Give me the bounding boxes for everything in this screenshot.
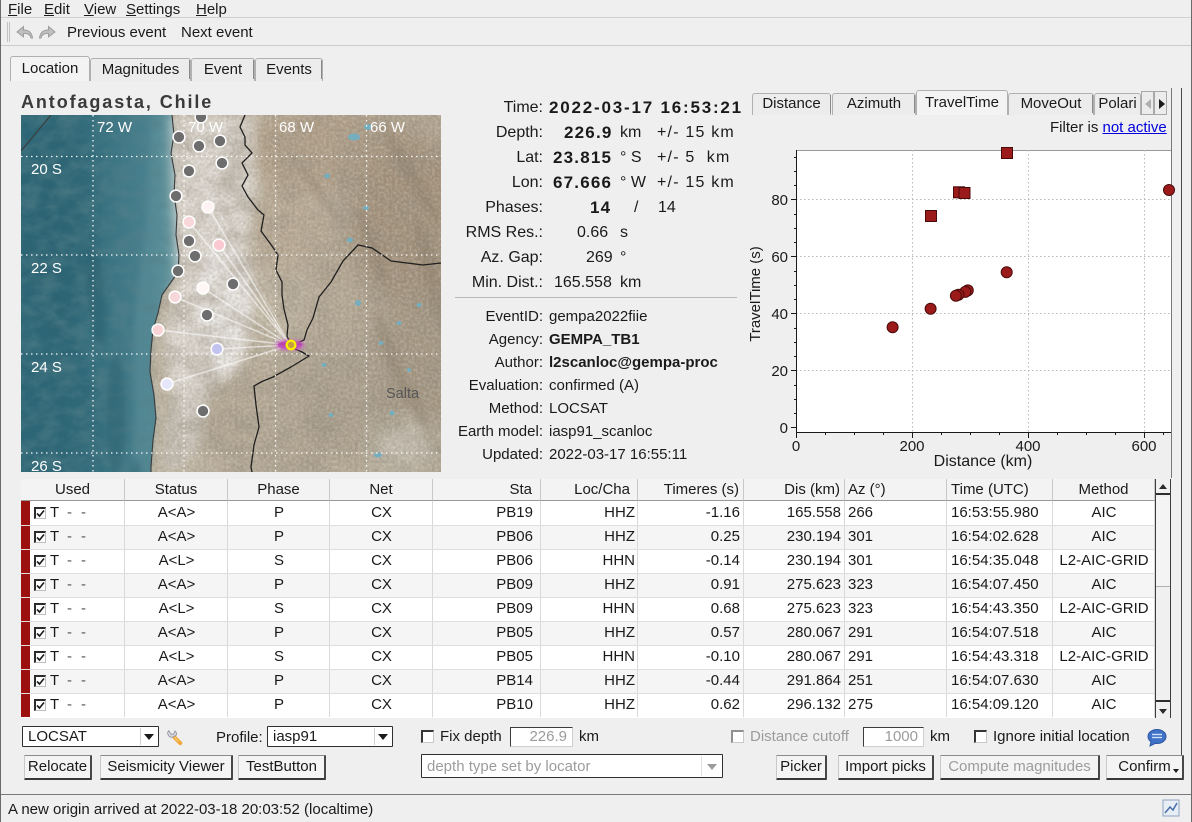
svg-text:40: 40 <box>771 306 788 323</box>
svg-text:70 W: 70 W <box>188 119 224 136</box>
svg-text:20: 20 <box>771 363 788 380</box>
svg-text:22 S: 22 S <box>31 260 62 277</box>
svg-text:26 S: 26 S <box>31 458 62 472</box>
svg-text:68 W: 68 W <box>279 119 315 136</box>
svg-text:TravelTime (s): TravelTime (s) <box>750 246 764 342</box>
svg-text:400: 400 <box>1015 438 1040 455</box>
svg-text:Distance (km): Distance (km) <box>934 453 1033 470</box>
svg-text:60: 60 <box>771 249 788 266</box>
svg-text:Salta: Salta <box>386 386 420 402</box>
svg-text:24 S: 24 S <box>31 359 62 376</box>
svg-text:600: 600 <box>1131 438 1156 455</box>
svg-text:200: 200 <box>899 438 924 455</box>
svg-text:66 W: 66 W <box>370 119 406 136</box>
svg-text:0: 0 <box>792 438 800 455</box>
svg-text:0: 0 <box>780 420 788 437</box>
svg-text:20 S: 20 S <box>31 161 62 178</box>
svg-text:72 W: 72 W <box>97 119 133 136</box>
svg-text:80: 80 <box>771 192 788 209</box>
